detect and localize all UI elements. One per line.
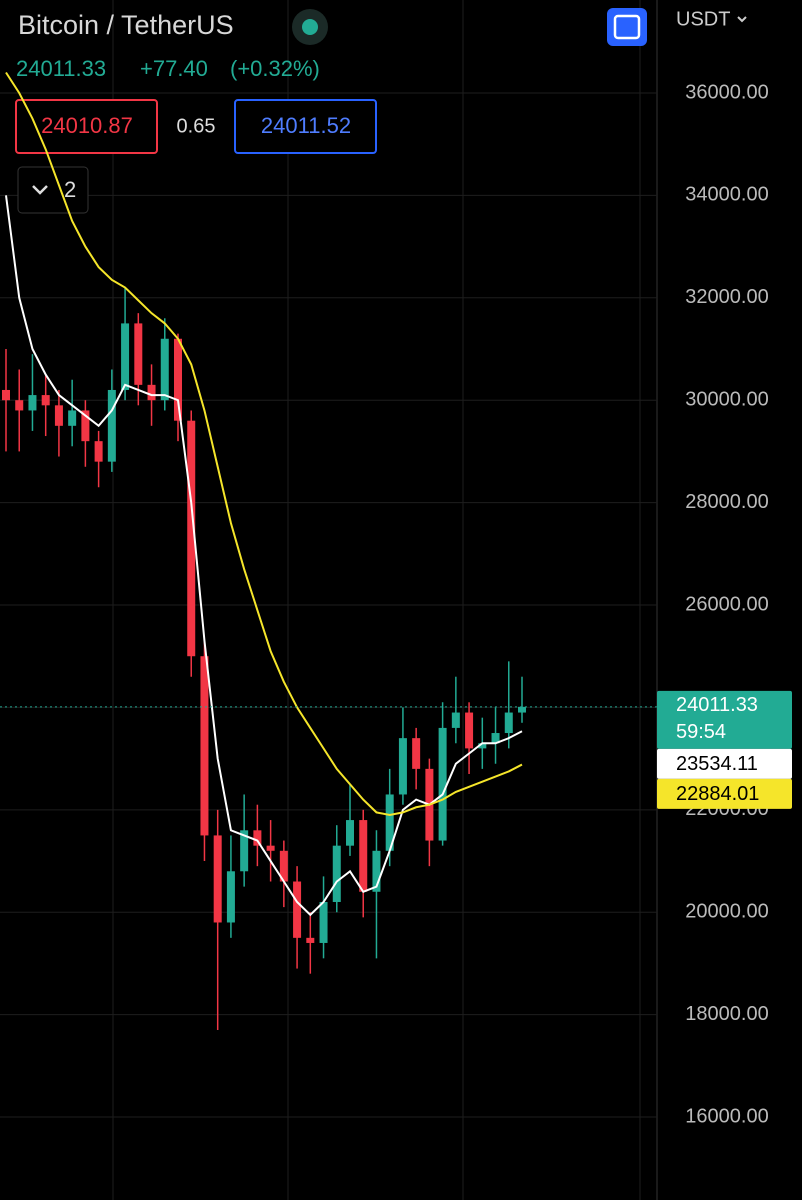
candle-body [332, 845, 341, 902]
candle-body [15, 400, 24, 411]
candle-body [41, 395, 50, 406]
candle-body [134, 323, 143, 385]
candle-body [279, 850, 288, 882]
candle-body [160, 338, 169, 401]
candle-body [478, 743, 487, 749]
candle-body [398, 738, 407, 795]
last-price: 24011.33 [16, 56, 106, 81]
countdown: 59:54 [676, 721, 726, 743]
y-tick-label: 26000.00 [685, 593, 768, 615]
candle-body [438, 727, 447, 841]
bid-box[interactable] [15, 99, 158, 154]
y-tick-label: 32000.00 [685, 286, 768, 308]
candle-body [94, 441, 103, 462]
candle-body [187, 420, 196, 657]
symbol: Bitcoin / TetherUS [18, 10, 234, 40]
candle-body [266, 845, 275, 851]
candle-body [54, 405, 63, 426]
candle-body [504, 712, 513, 734]
candle-body [372, 850, 381, 892]
candle-body [293, 881, 302, 938]
ma-tag [657, 748, 792, 779]
candle-body [306, 937, 315, 943]
candle-body [68, 410, 77, 426]
candle-body [385, 794, 394, 851]
candle-body [319, 901, 328, 943]
fullscreen-button[interactable] [607, 8, 647, 46]
candle-body [359, 820, 368, 892]
price-tag-value: 24011.33 [676, 694, 758, 716]
ma-tag-value: 23534.11 [676, 753, 758, 775]
ma-tag-value: 22884.01 [676, 783, 759, 805]
change: +77.40 [140, 56, 208, 81]
price-tag [657, 690, 792, 749]
candle-body [2, 389, 10, 401]
moving-average [5, 195, 523, 917]
ask-box[interactable] [234, 99, 377, 154]
y-tick-label: 28000.00 [685, 491, 768, 513]
y-tick-label: 20000.00 [685, 901, 768, 923]
candle-body [412, 738, 421, 769]
ma-tag [657, 778, 792, 809]
candle-body [121, 323, 130, 390]
candle-body [253, 830, 262, 846]
candle-body [81, 410, 90, 442]
candle-body [240, 830, 249, 872]
currency-chevron [737, 16, 747, 23]
y-tick-label: 34000.00 [685, 184, 768, 206]
candle-body [346, 820, 354, 846]
indicator-count[interactable]: 2 [64, 177, 76, 202]
candle-body [451, 712, 460, 728]
change-pct: (+0.32%) [230, 56, 320, 81]
y-tick-label: 36000.00 [685, 81, 768, 103]
candle-body [491, 733, 500, 744]
moving-average [5, 71, 523, 816]
candle-body [147, 384, 156, 401]
chevron [32, 185, 48, 195]
indicator-toggle[interactable] [17, 166, 89, 214]
spread: 0.65 [177, 115, 216, 137]
candle-body [28, 395, 37, 411]
candle-body [518, 706, 526, 713]
grid [0, 0, 658, 1200]
currency[interactable]: USDT [676, 8, 730, 30]
y-tick-label: 16000.00 [685, 1105, 768, 1127]
bid[interactable]: 24010.87 [41, 113, 133, 138]
status-dot [302, 19, 318, 35]
fullscreen-icon [613, 14, 641, 40]
ask[interactable]: 24011.52 [261, 113, 351, 138]
y-tick-label: 18000.00 [685, 1003, 768, 1025]
candle-body [174, 338, 182, 421]
candle-body [213, 835, 222, 923]
candle-body [226, 871, 235, 923]
y-tick-label: 30000.00 [685, 388, 768, 410]
candle-body [107, 389, 116, 462]
candle-body [200, 656, 209, 836]
candle-body [465, 712, 474, 749]
